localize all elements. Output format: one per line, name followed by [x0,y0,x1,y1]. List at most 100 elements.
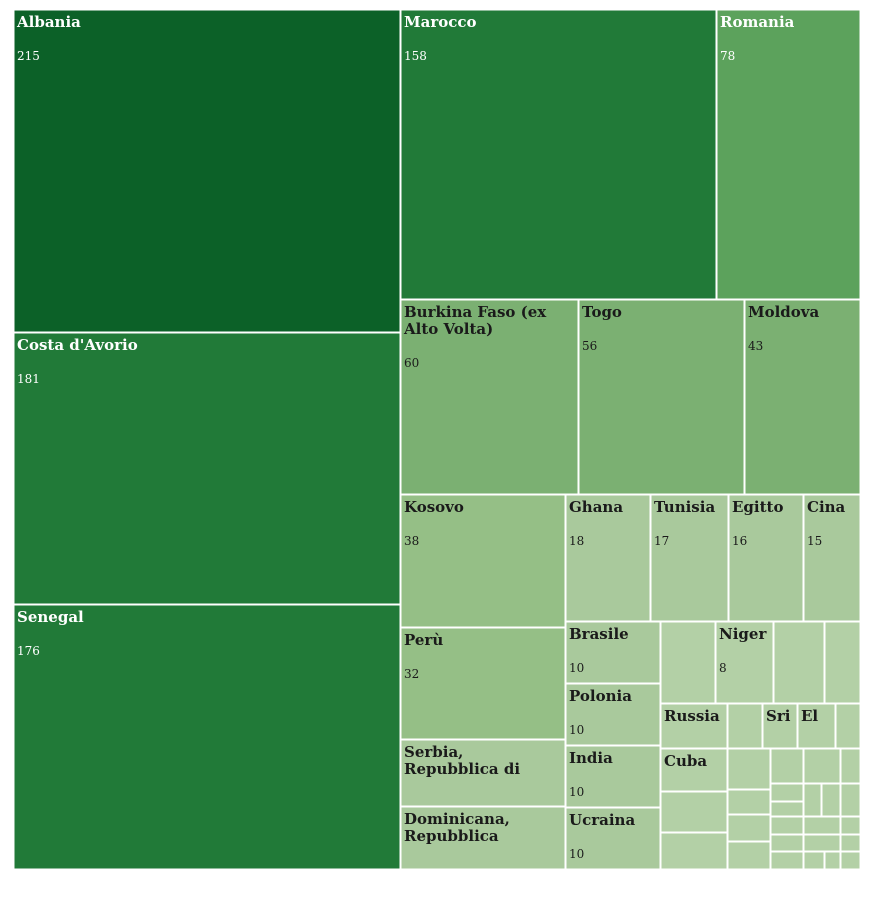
tile-minor-6[interactable] [660,791,728,833]
tile-india[interactable] [565,745,661,808]
tile-minor-4[interactable] [727,703,763,749]
tile-costa-d-avorio[interactable] [13,332,401,605]
treemap-labels: Albania 215 Costa d'Avorio 181 Senegal 176 Mar… [16,13,846,861]
tile-cina[interactable] [803,494,861,622]
tile-ucraina[interactable] [565,807,661,870]
tile-kosovo[interactable] [400,494,566,628]
tile-serbia-repubblica-di[interactable] [400,739,566,807]
tile-cuba[interactable] [660,748,728,792]
tile-label-albania: Albania [16,13,81,31]
tile-minor-9[interactable] [727,789,771,815]
tile-label-cina: Cina [807,498,846,516]
tile-label-senegal: Senegal [17,608,84,626]
tile-label-tunisia: Tunisia [654,498,715,516]
tile-value-ucraina: 10 [569,847,584,861]
tile-minor-8[interactable] [727,748,771,790]
tile-moldova[interactable] [744,299,861,495]
tile-brasile[interactable] [565,621,661,684]
tile-value-marocco: 158 [404,49,427,63]
tile-value-niger: 8 [719,661,727,675]
tile-label-ucraina: Ucraina [569,811,635,829]
tile-label-egitto: Egitto [732,498,783,516]
tile-label-india: India [569,749,613,767]
tile-label-dominicana-repubblica: Dominicana, Repubblica [404,810,510,845]
tile-value-togo: 56 [582,339,597,353]
tile-polonia[interactable] [565,683,661,746]
tile-albania[interactable] [13,9,401,333]
tile-value-albania: 215 [17,49,40,63]
tile-label-polonia: Polonia [569,687,632,705]
tile-value-cina: 15 [807,534,822,548]
tile-minor-19[interactable] [840,783,861,817]
tile-label-marocco: Marocco [404,13,477,31]
tile-minor-2[interactable] [773,621,825,704]
treemap-tiles [13,9,861,870]
tile-minor-16[interactable] [770,801,804,817]
tile-label-el: El [801,707,818,725]
tile-label-russia: Russia [664,707,720,725]
tile-el[interactable] [797,703,836,749]
tile-minor-11[interactable] [727,841,771,870]
tile-minor-29[interactable] [840,851,861,870]
tile-label-ghana: Ghana [569,498,623,516]
tile-burkina-faso-ex-alto-volta[interactable] [400,299,579,495]
tile-label-costa-d-avorio: Costa d'Avorio [17,336,138,354]
tile-peru[interactable] [400,627,566,740]
tile-minor-21[interactable] [770,834,804,852]
tile-value-romania: 78 [720,49,735,63]
tile-minor-3[interactable] [824,621,861,704]
tile-minor-22[interactable] [770,851,804,870]
tile-minor-23[interactable] [803,816,841,835]
tile-label-burkina-faso-ex-alto-volta: Burkina Faso (ex Alto Volta) [403,303,547,338]
tile-sri[interactable] [762,703,798,749]
tile-value-egitto: 16 [732,534,747,548]
tile-label-togo: Togo [582,303,622,321]
tile-value-moldova: 43 [748,339,763,353]
tile-niger[interactable] [715,621,774,704]
tile-tunisia[interactable] [650,494,729,622]
tile-value-costa-d-avorio: 181 [17,372,40,386]
tile-label-serbia-repubblica-di: Serbia, Repubblica di [404,743,520,778]
tile-label-romania: Romania [720,13,795,31]
tile-value-burkina-faso-ex-alto-volta: 60 [404,356,419,370]
tile-label-brasile: Brasile [569,625,629,643]
tile-senegal[interactable] [13,604,401,870]
tile-togo[interactable] [578,299,745,495]
tile-label-cuba: Cuba [664,752,707,770]
tile-label-peru: Perù [404,631,443,649]
tile-minor-13[interactable] [803,748,841,784]
tile-minor-26[interactable] [824,851,841,870]
tile-value-ghana: 18 [569,534,584,548]
tile-value-india: 10 [569,785,584,799]
tile-minor-17[interactable] [803,783,822,817]
tile-egitto[interactable] [728,494,804,622]
tile-minor-25[interactable] [803,851,825,870]
tile-value-polonia: 10 [569,723,584,737]
tile-value-senegal: 176 [17,644,40,658]
tile-minor-10[interactable] [727,814,771,842]
tile-minor-27[interactable] [840,816,861,835]
tile-value-brasile: 10 [569,661,584,675]
tile-minor-12[interactable] [770,748,804,784]
tile-value-tunisia: 17 [654,534,669,548]
tile-minor-15[interactable] [770,783,804,802]
tile-minor-24[interactable] [803,834,841,852]
tile-russia[interactable] [660,703,728,749]
tile-label-niger: Niger [719,625,767,643]
tile-minor-18[interactable] [821,783,841,817]
tile-minor-5[interactable] [835,703,861,749]
tile-minor-7[interactable] [660,832,728,870]
tile-minor-14[interactable] [840,748,861,784]
tile-value-kosovo: 38 [404,534,419,548]
tile-label-sri: Sri [766,707,791,725]
tile-minor-1[interactable] [660,621,716,704]
tile-marocco[interactable] [400,9,717,300]
tile-minor-28[interactable] [840,834,861,852]
tile-label-moldova: Moldova [748,303,820,321]
tile-value-peru: 32 [404,667,419,681]
tile-minor-20[interactable] [770,816,804,835]
tile-dominicana-repubblica[interactable] [400,806,566,870]
tile-ghana[interactable] [565,494,651,622]
tile-romania[interactable] [716,9,861,300]
